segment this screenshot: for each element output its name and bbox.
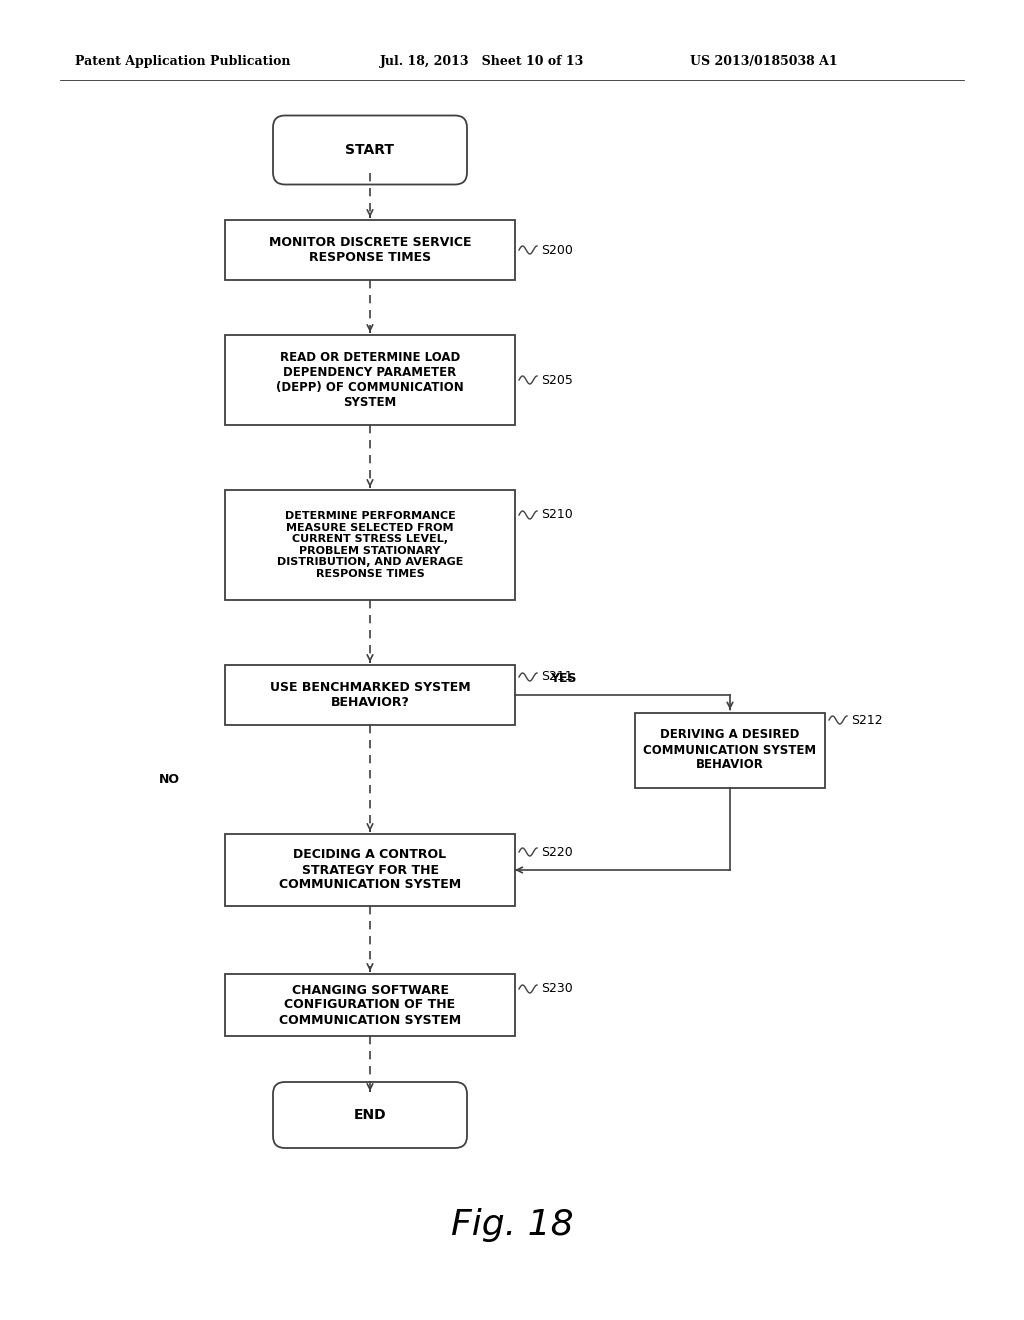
Text: Jul. 18, 2013   Sheet 10 of 13: Jul. 18, 2013 Sheet 10 of 13 — [380, 55, 585, 69]
Bar — [225, 335, 515, 425]
Text: DERIVING A DESIRED
COMMUNICATION SYSTEM
BEHAVIOR: DERIVING A DESIRED COMMUNICATION SYSTEM … — [643, 729, 816, 771]
Text: S220: S220 — [541, 846, 572, 858]
Text: S212: S212 — [851, 714, 883, 726]
Text: DETERMINE PERFORMANCE
MEASURE SELECTED FROM
CURRENT STRESS LEVEL,
PROBLEM STATIO: DETERMINE PERFORMANCE MEASURE SELECTED F… — [276, 511, 463, 579]
Bar — [225, 220, 515, 280]
Text: S210: S210 — [541, 508, 572, 521]
Text: US 2013/0185038 A1: US 2013/0185038 A1 — [690, 55, 838, 69]
Bar — [225, 974, 515, 1036]
Text: DECIDING A CONTROL
STRATEGY FOR THE
COMMUNICATION SYSTEM: DECIDING A CONTROL STRATEGY FOR THE COMM… — [279, 849, 461, 891]
Text: CHANGING SOFTWARE
CONFIGURATION OF THE
COMMUNICATION SYSTEM: CHANGING SOFTWARE CONFIGURATION OF THE C… — [279, 983, 461, 1027]
Text: Patent Application Publication: Patent Application Publication — [75, 55, 291, 69]
Text: Fig. 18: Fig. 18 — [451, 1208, 573, 1242]
Bar — [635, 713, 825, 788]
Text: NO: NO — [159, 774, 180, 785]
FancyBboxPatch shape — [273, 116, 467, 185]
Text: S200: S200 — [541, 243, 572, 256]
FancyBboxPatch shape — [273, 1082, 467, 1148]
Bar — [225, 834, 515, 906]
Text: S211: S211 — [541, 671, 572, 684]
Text: END: END — [353, 1107, 386, 1122]
Text: MONITOR DISCRETE SERVICE
RESPONSE TIMES: MONITOR DISCRETE SERVICE RESPONSE TIMES — [268, 236, 471, 264]
Text: READ OR DETERMINE LOAD
DEPENDENCY PARAMETER
(DEPP) OF COMMUNICATION
SYSTEM: READ OR DETERMINE LOAD DEPENDENCY PARAME… — [276, 351, 464, 409]
Bar — [225, 665, 515, 725]
Text: USE BENCHMARKED SYSTEM
BEHAVIOR?: USE BENCHMARKED SYSTEM BEHAVIOR? — [269, 681, 470, 709]
Text: START: START — [345, 143, 394, 157]
Bar — [225, 490, 515, 601]
Text: YES: YES — [550, 672, 577, 685]
Text: S230: S230 — [541, 982, 572, 995]
Text: S205: S205 — [541, 374, 572, 387]
